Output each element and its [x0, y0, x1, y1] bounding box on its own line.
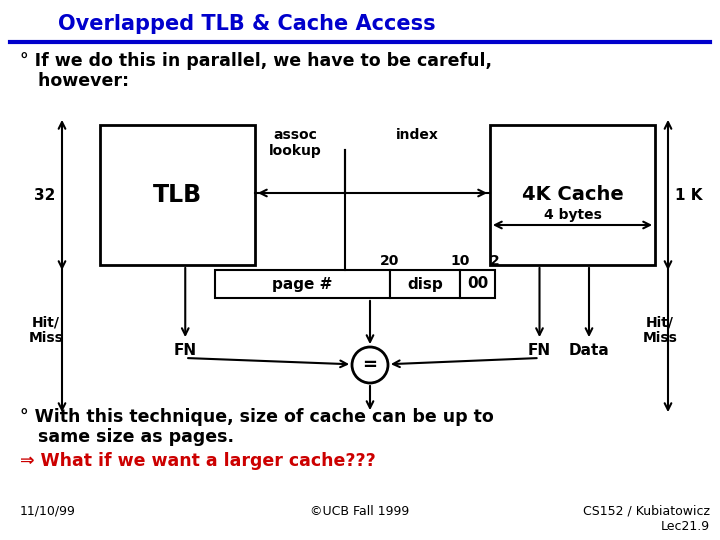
Text: however:: however: [20, 72, 129, 90]
Text: =: = [362, 356, 377, 374]
Text: 11/10/99: 11/10/99 [20, 505, 76, 518]
Bar [215, 270, 390, 298]
Text: FN: FN [528, 343, 551, 358]
Text: TLB: TLB [153, 183, 202, 207]
Bar [100, 125, 255, 265]
Bar [490, 125, 655, 265]
Text: 10: 10 [450, 254, 469, 268]
Text: CS152 / Kubiatowicz
Lec21.9: CS152 / Kubiatowicz Lec21.9 [583, 505, 710, 533]
Text: ©UCB Fall 1999: ©UCB Fall 1999 [310, 505, 410, 518]
Text: index: index [396, 128, 439, 142]
Bar [460, 270, 495, 298]
Text: assoc
lookup: assoc lookup [269, 128, 321, 158]
Text: Data: Data [569, 343, 609, 358]
Text: 32: 32 [34, 187, 55, 202]
Text: 2: 2 [490, 254, 500, 268]
Text: ° If we do this in parallel, we have to be careful,: ° If we do this in parallel, we have to … [20, 52, 492, 70]
Text: 1 K: 1 K [675, 187, 703, 202]
Text: ° With this technique, size of cache can be up to: ° With this technique, size of cache can… [20, 408, 494, 426]
Bar [390, 270, 460, 298]
Text: Hit/
Miss: Hit/ Miss [29, 315, 63, 345]
Text: page #: page # [272, 276, 333, 292]
Text: same size as pages.: same size as pages. [20, 428, 234, 446]
Text: ⇒ What if we want a larger cache???: ⇒ What if we want a larger cache??? [20, 452, 376, 470]
Text: 00: 00 [467, 276, 488, 292]
Text: FN: FN [174, 343, 197, 358]
Text: Hit/
Miss: Hit/ Miss [642, 315, 678, 345]
Text: Overlapped TLB & Cache Access: Overlapped TLB & Cache Access [58, 14, 436, 34]
Text: disp: disp [407, 276, 443, 292]
Text: 4 bytes: 4 bytes [544, 208, 601, 222]
Text: 4K Cache: 4K Cache [521, 186, 624, 205]
Text: 20: 20 [380, 254, 400, 268]
